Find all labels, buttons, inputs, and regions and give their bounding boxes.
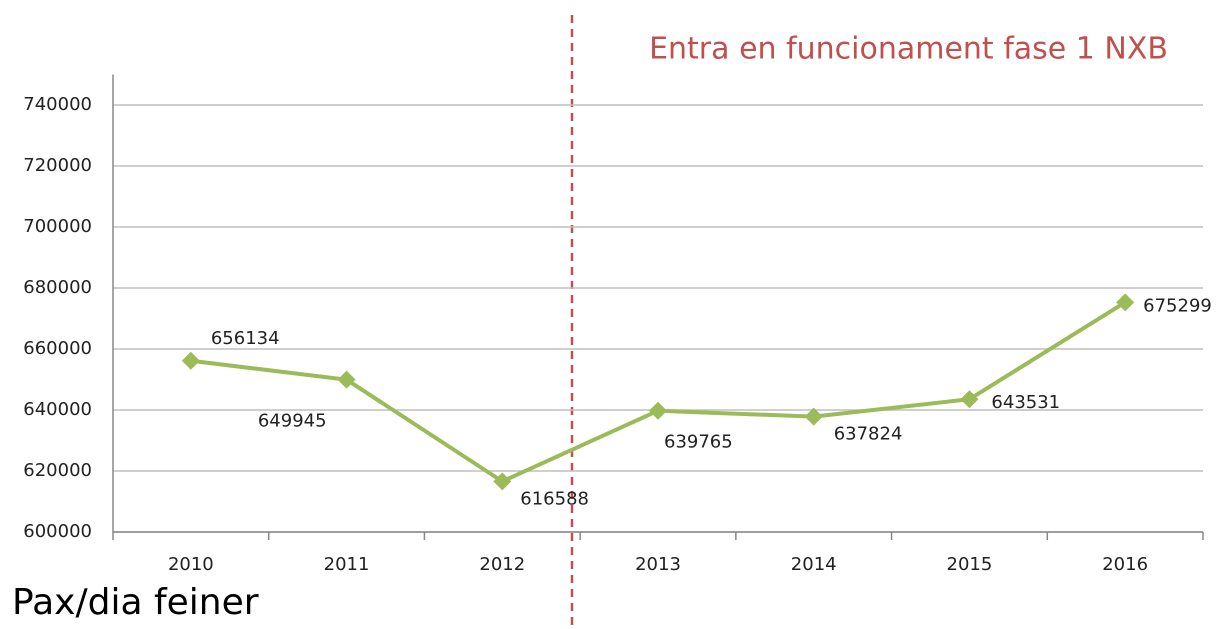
data-line xyxy=(190,300,1127,484)
data-point xyxy=(181,351,200,370)
data-point xyxy=(960,390,979,409)
data-label: 675299 xyxy=(1143,295,1212,316)
x-tick-label: 2014 xyxy=(791,554,837,575)
y-tick-label: 720000 xyxy=(23,155,92,176)
data-label: 637824 xyxy=(834,424,903,445)
data-label: 639765 xyxy=(664,432,733,453)
data-label: 656134 xyxy=(211,328,280,349)
x-tick-label: 2011 xyxy=(324,554,370,575)
x-tick-label: 2016 xyxy=(1102,554,1148,575)
data-label: 649945 xyxy=(258,411,327,432)
y-tick-label: 660000 xyxy=(23,338,92,359)
data-label: 643531 xyxy=(991,392,1060,413)
data-point xyxy=(493,472,512,491)
x-tick-label: 2015 xyxy=(947,554,993,575)
axis-label: Pax/dia feiner xyxy=(12,582,259,623)
data-point xyxy=(649,401,667,420)
y-tick-label: 640000 xyxy=(23,399,92,420)
annotation: Entra en funcionament fase 1 NXB xyxy=(649,32,1168,67)
data-point xyxy=(804,407,823,426)
y-tick-label: 600000 xyxy=(23,521,92,542)
data-point xyxy=(1116,293,1135,312)
data-point xyxy=(337,370,356,389)
data-label: 616588 xyxy=(520,488,589,509)
y-tick-label: 620000 xyxy=(23,460,92,481)
y-tick-label: 680000 xyxy=(23,277,92,298)
y-tick-label: 700000 xyxy=(23,216,92,237)
x-tick-label: 2013 xyxy=(635,554,681,575)
x-tick-label: 2010 xyxy=(168,554,214,575)
x-tick-label: 2012 xyxy=(479,554,525,575)
y-tick-label: 740000 xyxy=(23,94,92,115)
